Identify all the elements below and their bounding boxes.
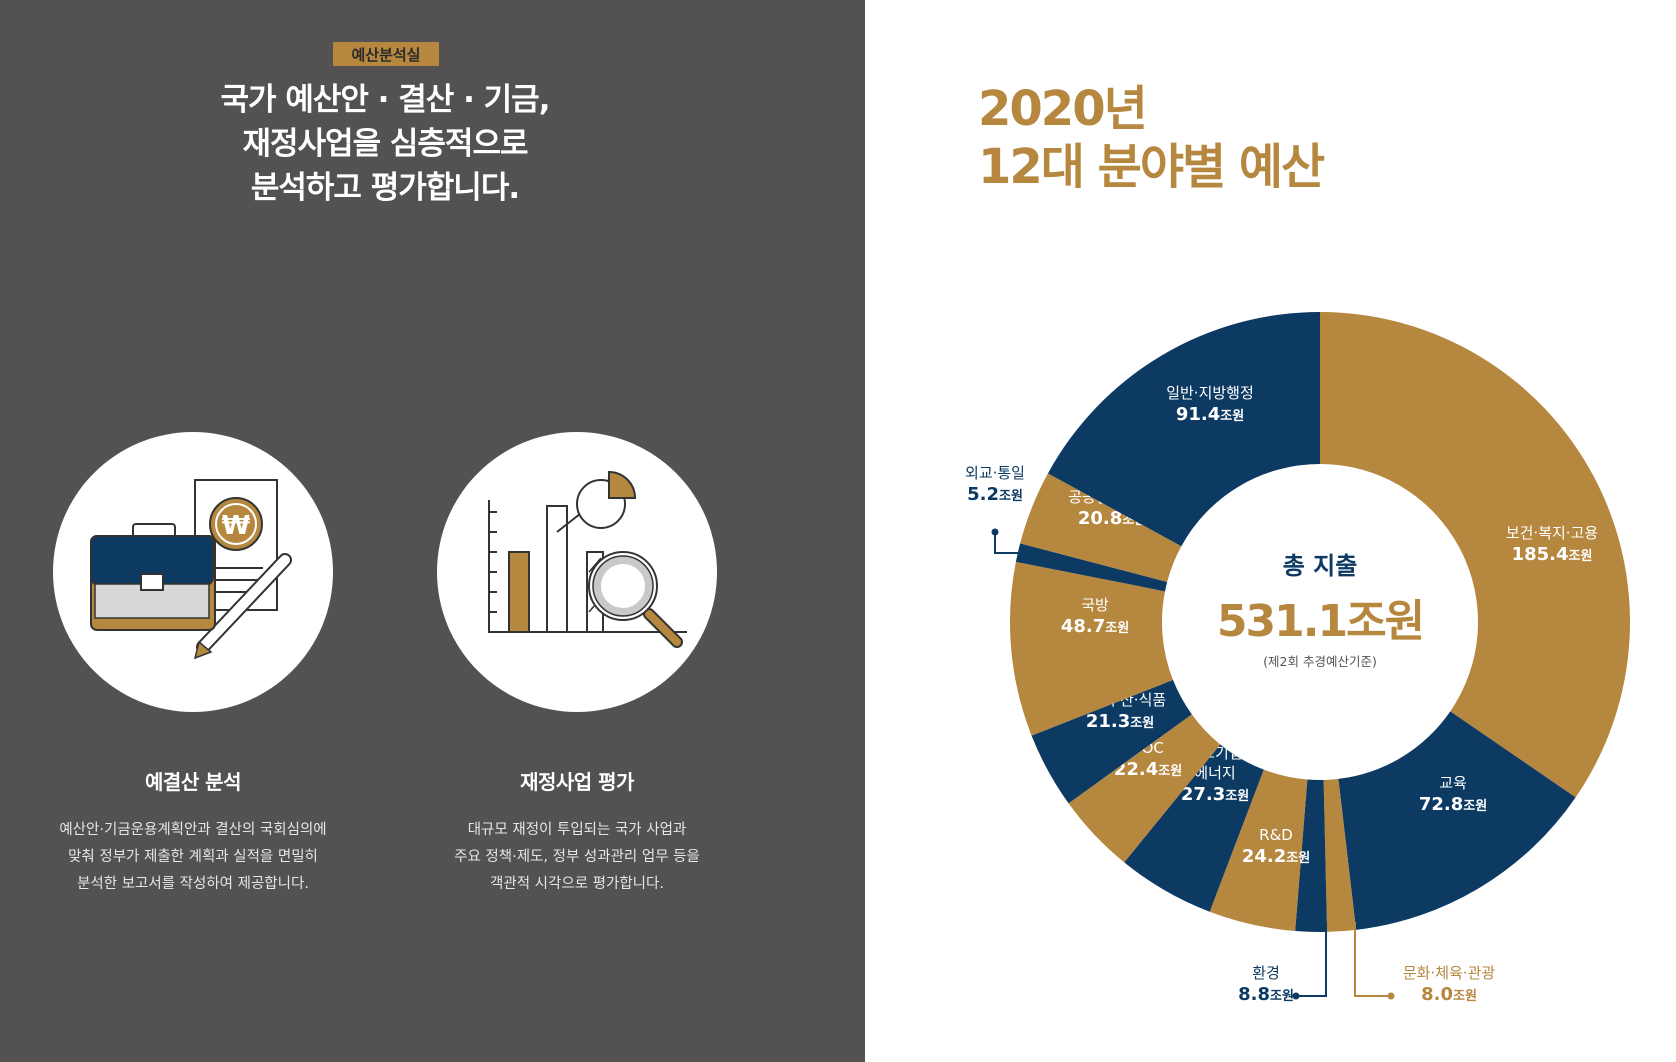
slice-name-label: 문화·체육·관광: [1403, 964, 1496, 982]
chart-title: 2020년 12대 분야별 예산: [978, 80, 1325, 196]
card-title: 예결산 분석: [145, 770, 241, 794]
center-note: (제2회 추경예산기준): [1263, 654, 1377, 669]
slice-value-label: 5.2조원: [967, 484, 1023, 505]
slice-value-label: 21.3조원: [1086, 711, 1154, 732]
leader-line: [994, 532, 1030, 554]
slice-name-label: 외교·통일: [965, 464, 1025, 482]
headline-line: 분석하고 평가합니다.: [250, 170, 520, 206]
slice-8: [1031, 679, 1192, 804]
slice-2: [1338, 711, 1576, 930]
slice-value-label: 22.4조원: [1114, 759, 1182, 780]
slice-5: [1209, 769, 1308, 932]
desc-line: 맞춰 정부가 제출한 계획과 실적을 면밀히: [68, 849, 318, 865]
leader-dot: [1292, 992, 1300, 1000]
slice-name-label: R&D: [1259, 826, 1293, 844]
briefcase-document-icon: ₩: [53, 432, 333, 712]
section-badge: 예산분석실: [333, 42, 439, 66]
slice-9: [1010, 561, 1173, 736]
slice-name-label: 환경: [1252, 964, 1280, 982]
slice-value-label: 27.3조원: [1181, 784, 1249, 805]
slice-value-label: 8.0조원: [1421, 984, 1477, 1005]
center-title: 총 지출: [1283, 552, 1358, 580]
headline: 국가 예산안 · 결산 · 기금, 재정사업을 심층적으로 분석하고 평가합니다…: [140, 78, 630, 210]
headline-line: 재정사업을 심층적으로: [242, 126, 529, 162]
card-title: 재정사업 평가: [520, 770, 634, 794]
slice-value-label: 91.4조원: [1176, 404, 1244, 425]
slice-value-label: 185.4조원: [1512, 544, 1593, 565]
slice-12: [1047, 312, 1320, 547]
chart-title-line: 12대 분야별 예산: [978, 139, 1325, 195]
slice-value-label: 24.2조원: [1242, 846, 1310, 867]
slice-6: [1124, 744, 1264, 912]
slice-7: [1068, 714, 1221, 863]
headline-line: 국가 예산안 · 결산 · 기금,: [220, 82, 551, 118]
slice-value-label: 8.8조원: [1238, 984, 1294, 1005]
leader-dot: [1387, 992, 1395, 1000]
slice-value-label: 48.7조원: [1061, 616, 1129, 637]
slice-name-label: 일반·지방행정: [1166, 384, 1254, 402]
slice-name-label: 보건·복지·고용: [1506, 524, 1598, 542]
chart-magnifier-icon: [437, 432, 717, 712]
svg-text:₩: ₩: [222, 511, 251, 541]
desc-line: 분석한 보고서를 작성하여 제공합니다.: [77, 876, 309, 892]
leader-dot: [991, 528, 999, 536]
card-description: 예산안·기금운용계획안과 결산의 국회심의에 맞춰 정부가 제출한 계획과 실적…: [0, 817, 393, 898]
slice-11: [1020, 473, 1182, 582]
desc-line: 예산안·기금운용계획안과 결산의 국회심의에: [59, 822, 327, 838]
center-total: 531.1조원: [1217, 596, 1423, 647]
slice-value-label: 72.8조원: [1419, 794, 1487, 815]
desc-line: 대규모 재정이 투입되는 국가 사업과: [467, 822, 687, 838]
leader-line: [1354, 922, 1391, 997]
slice-name-label: 교육: [1439, 774, 1467, 792]
left-panel: 예산분석실 국가 예산안 · 결산 · 기금, 재정사업을 심층적으로 분석하고…: [0, 0, 865, 1062]
slice-1: [1320, 312, 1631, 798]
slice-name-label: 국방: [1081, 596, 1109, 614]
slice-10: [1015, 543, 1168, 592]
card-description: 대규모 재정이 투입되는 국가 사업과 주요 정책·제도, 정부 성과관리 업무…: [377, 817, 777, 898]
desc-line: 객관적 시각으로 평가합니다.: [490, 876, 664, 892]
slice-name-label: 에너지: [1194, 764, 1235, 782]
leader-line: [1296, 922, 1327, 997]
desc-line: 주요 정책·제도, 정부 성과관리 업무 등을: [454, 849, 700, 865]
slice-4: [1295, 779, 1328, 932]
slice-3: [1323, 778, 1357, 932]
chart-title-line: 2020년: [978, 81, 1148, 137]
